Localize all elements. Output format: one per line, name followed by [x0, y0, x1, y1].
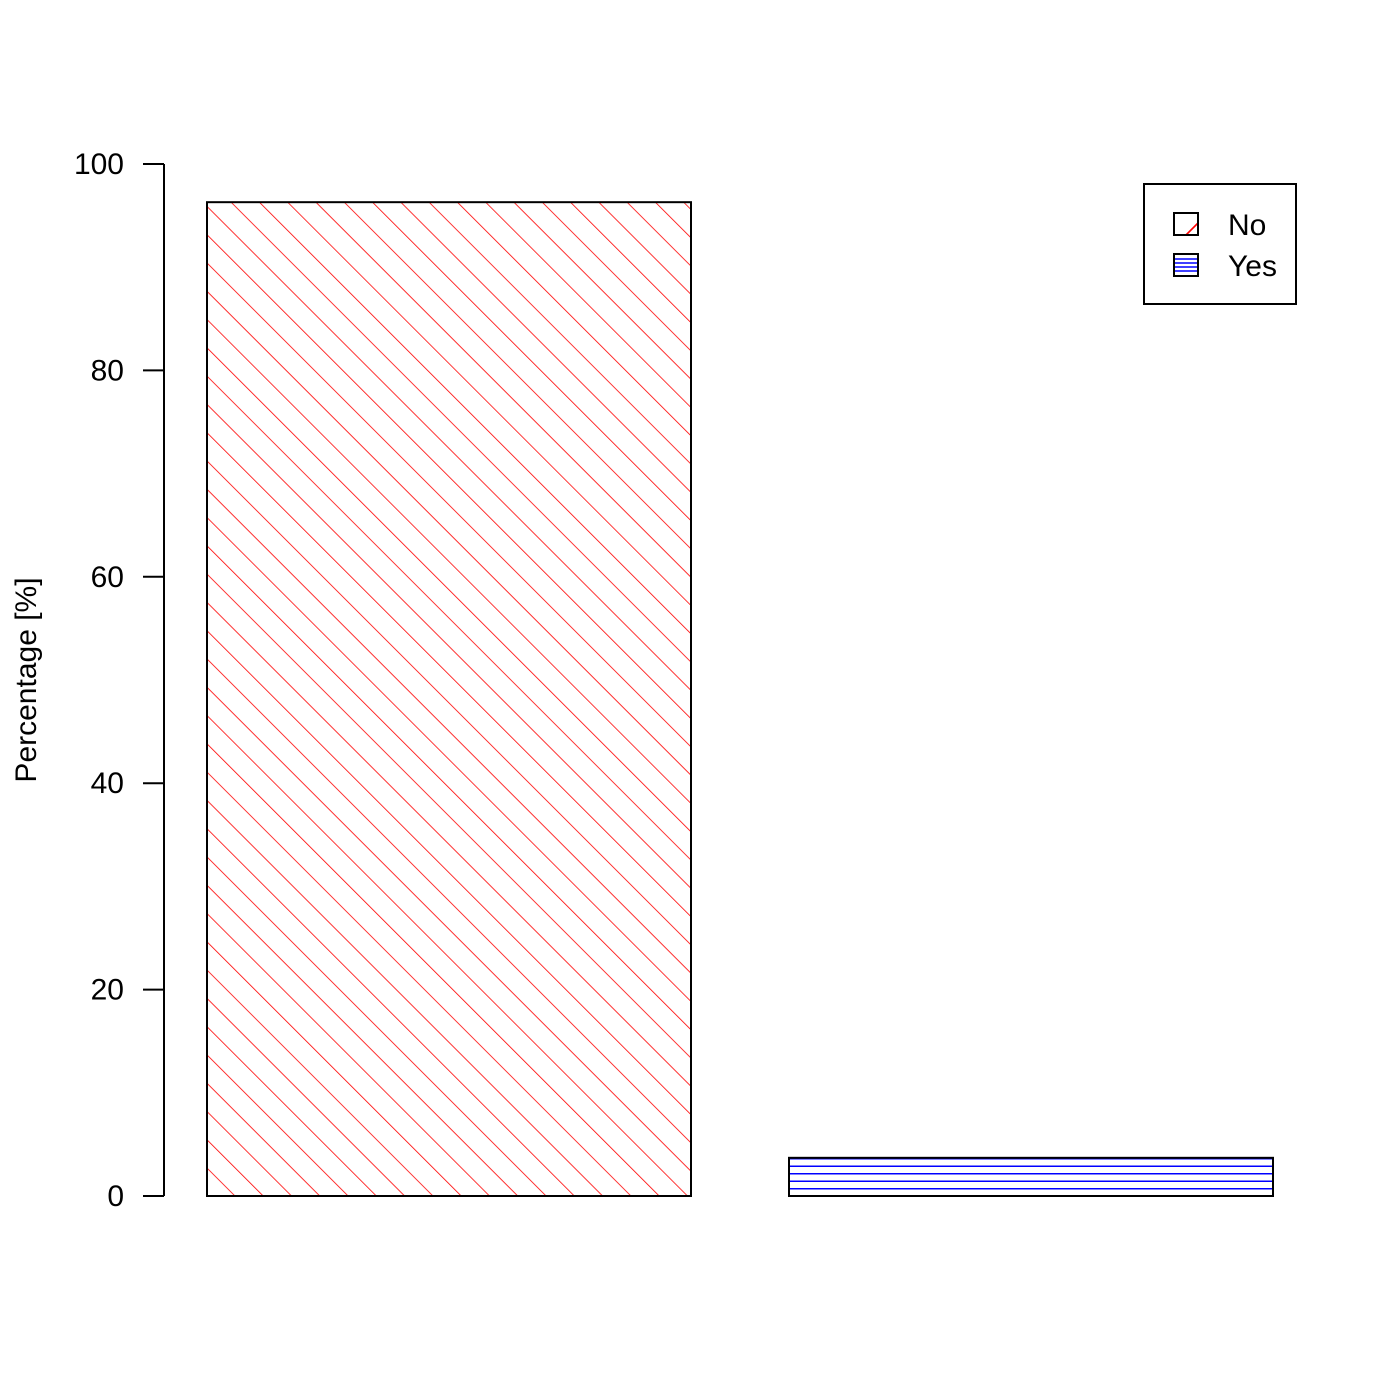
y-axis: 0 20 40 60 80 100	[74, 148, 165, 1213]
y-tick-label: 40	[91, 767, 124, 800]
legend-box	[1143, 183, 1297, 305]
y-tick-label: 0	[107, 1180, 124, 1213]
y-tick-label: 100	[74, 148, 124, 181]
legend-hatch-line	[1185, 222, 1199, 236]
legend: No Yes	[1143, 183, 1297, 305]
y-tick-label: 80	[91, 354, 124, 387]
y-axis-title: Percentage [%]	[10, 577, 43, 782]
legend-swatch-yes	[1173, 253, 1199, 277]
legend-label-no: No	[1228, 209, 1266, 242]
bar-yes	[788, 1156, 1274, 1198]
legend-label-yes: Yes	[1228, 250, 1277, 283]
legend-swatch-no	[1173, 212, 1199, 236]
y-tick-label: 60	[91, 561, 124, 594]
legend-swatch-bg-yes	[1174, 254, 1198, 276]
bar-no	[206, 201, 692, 1197]
bars	[206, 201, 1274, 1198]
y-tick-label: 20	[91, 974, 124, 1007]
legend-swatch-bg-no	[1174, 213, 1198, 235]
